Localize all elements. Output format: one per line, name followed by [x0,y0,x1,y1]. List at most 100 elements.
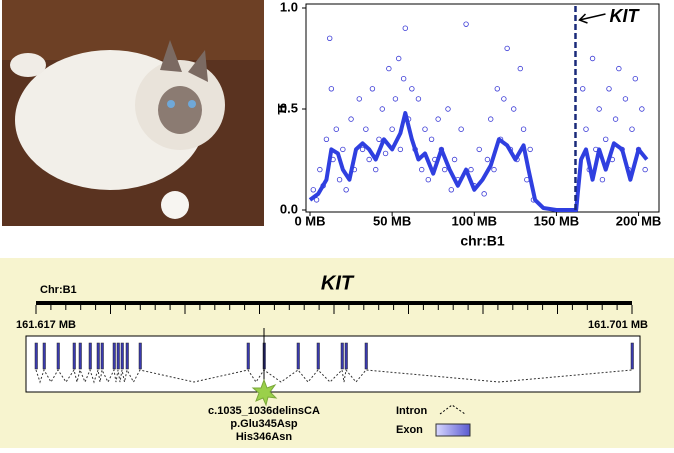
exon [344,342,348,370]
data-point [379,106,385,112]
data-point [612,116,619,122]
annotation-arrowhead [578,13,588,24]
data-point [419,166,425,173]
data-point [481,191,487,197]
x-tick-label: 0 MB [294,213,325,228]
exon [72,342,76,370]
data-point [409,86,415,92]
data-point [369,86,376,92]
gene-title: KIT [321,272,355,294]
data-point [448,187,454,193]
data-point [622,96,629,102]
x-tick-label: 150 MB [534,213,580,228]
data-point [616,65,622,72]
data-point [389,126,395,132]
x-tick-label: 50 MB [373,213,411,228]
variant-text: c.1035_1036delinsCA [208,405,320,417]
data-point [313,197,320,203]
data-point [458,126,464,132]
data-point [589,55,596,62]
data-point [580,86,586,92]
data-point [504,45,510,52]
data-point [488,116,494,122]
data-point [386,65,392,72]
variant-star [251,378,278,407]
y-tick-label: 0.5 [280,100,298,115]
exon [78,342,82,370]
data-point [422,126,428,132]
data-point [632,75,638,82]
exon [56,342,60,370]
variant-text: p.Glu345Asp [230,418,298,430]
data-point [596,106,602,112]
exon [34,342,38,370]
data-point [642,166,648,173]
exon [246,342,250,370]
exon [42,342,46,370]
data-point [343,187,349,193]
exon [340,342,344,370]
exon [116,342,120,370]
data-point [442,166,448,173]
data-point [639,106,645,112]
data-point [392,96,399,102]
data-point [629,126,635,132]
exon [120,342,124,370]
data-point [445,106,451,112]
data-point [606,86,612,92]
intron [35,368,633,384]
data-point [376,136,382,142]
data-point [603,136,609,142]
x-tick-label: 200 MB [616,213,662,228]
data-point [327,35,333,41]
y-tick-label: 1.0 [280,0,298,14]
data-point [363,126,369,132]
variant-text: His346Asn [236,431,293,443]
data-point [415,96,422,102]
data-point [359,146,366,153]
data-point [402,25,408,31]
legend-intron [439,404,466,415]
legend-exon [435,423,471,437]
data-point [451,156,458,163]
data-point [527,146,533,153]
data-point [382,150,389,157]
data-point [511,106,517,112]
annotation-arrow [579,13,606,21]
legend-label: Intron [396,405,427,417]
data-point [373,166,379,173]
data-point [396,55,402,62]
data-point [310,187,316,193]
x-tick-label: 100 MB [452,213,498,228]
cat-photo [2,0,264,226]
gene-structure [34,342,634,384]
y-axis-label: π [273,103,290,115]
data-point [520,126,527,132]
ruler [35,305,633,314]
data-point [428,136,435,142]
exon [112,342,116,370]
data-point [583,126,589,132]
data-point [476,146,482,153]
data-point [484,156,491,163]
legend-label: Exon [396,424,423,436]
exon [100,342,104,370]
chart: 0.0 0.5 1.0 0 MB 50 MB 100 MB 150 MB 200 MB chr:… [273,0,661,249]
data-point [323,136,330,142]
exon [138,342,142,370]
x-axis-label: chr:B1 [460,233,505,249]
exon [88,342,92,370]
data-point [348,116,354,122]
data-point [599,176,606,183]
data-point [400,75,407,82]
data-point [397,146,404,153]
data-point [340,146,346,153]
data-point [463,21,469,27]
data-point [317,166,323,173]
exon [96,342,100,370]
data-point [494,86,500,92]
data-point [336,176,343,183]
exon [364,342,368,370]
annotation-text: KIT [609,6,640,26]
data-point [517,65,523,72]
